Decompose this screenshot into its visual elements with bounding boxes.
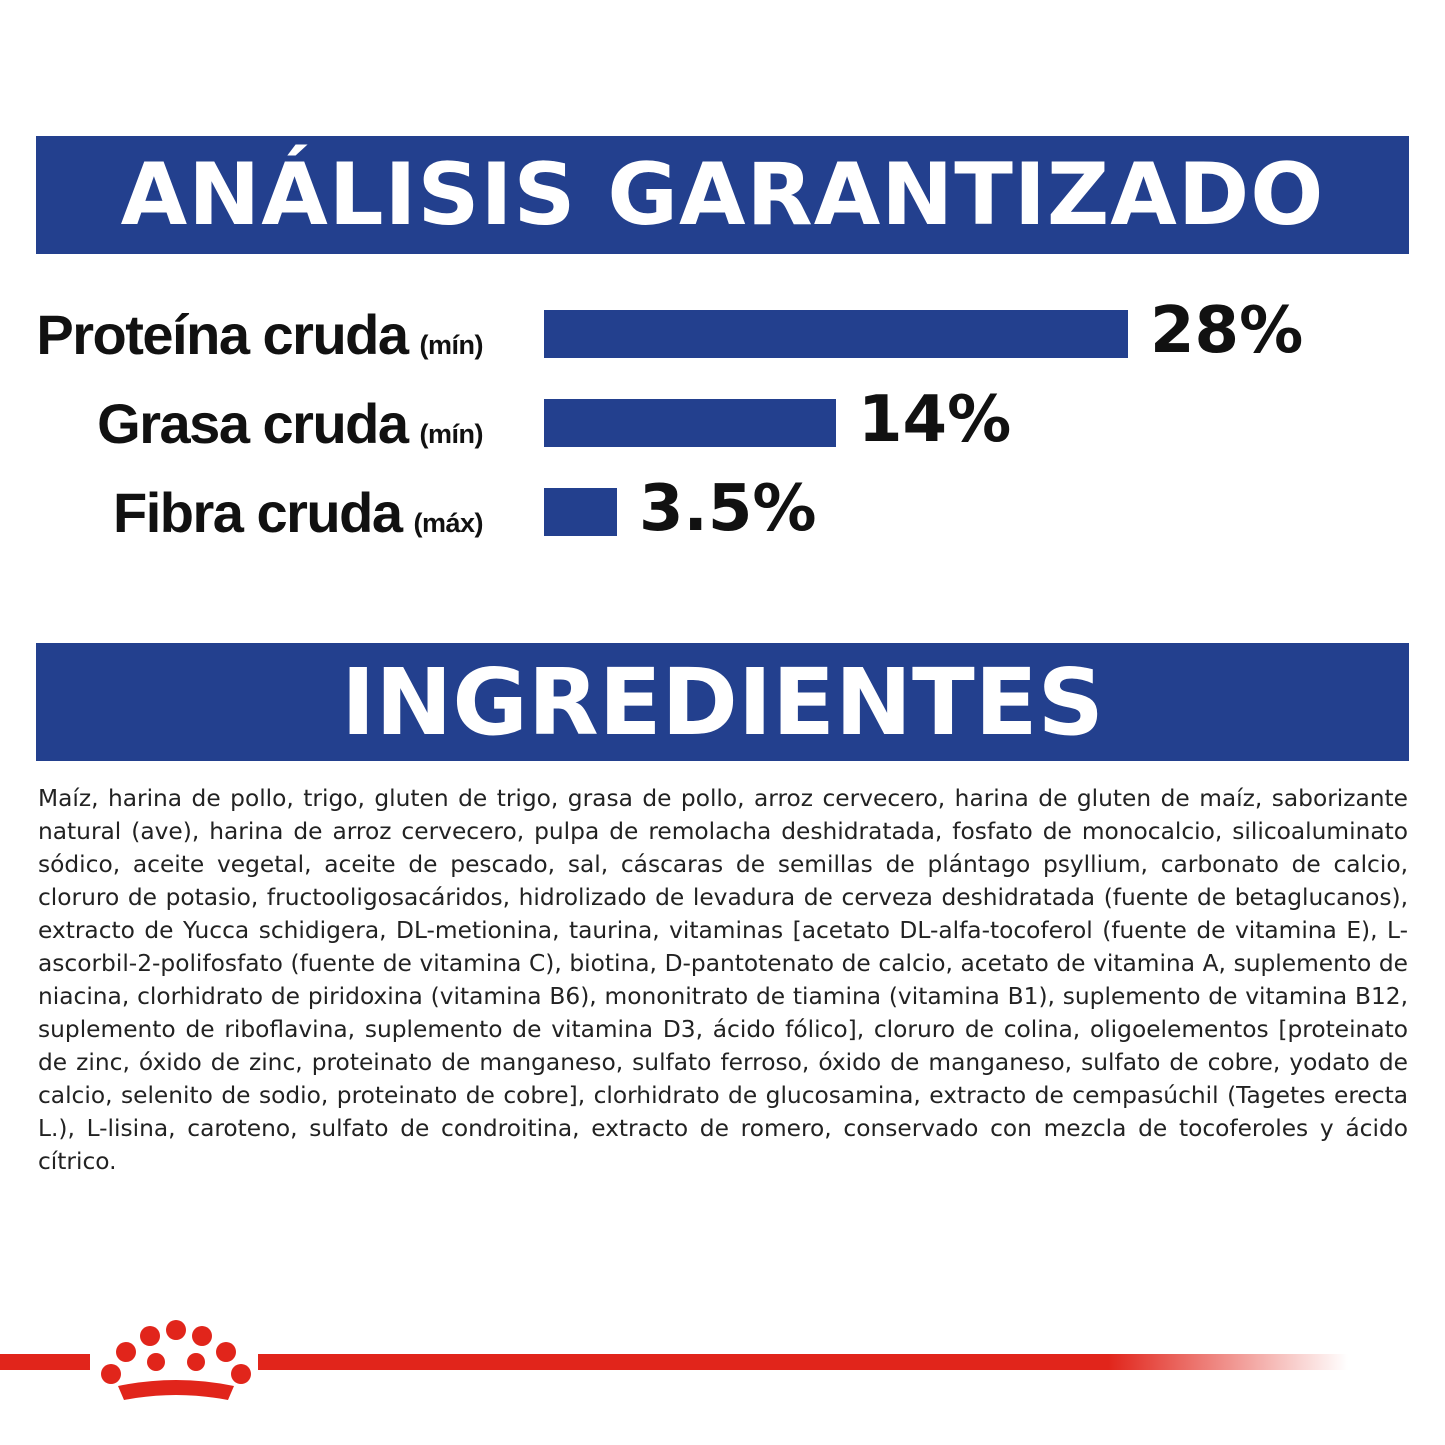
ingredients-banner: INGREDIENTES [36, 643, 1409, 761]
nutrient-qualifier: (máx) [413, 508, 483, 538]
footer-line-left [0, 1354, 90, 1370]
nutrient-label: Proteína cruda (mín) [36, 302, 483, 367]
nutrient-name: Grasa cruda [97, 392, 409, 455]
analysis-banner: ANÁLISIS GARANTIZADO [36, 136, 1409, 254]
nutrient-value: 14% [858, 383, 1012, 457]
analysis-title: ANÁLISIS GARANTIZADO [120, 145, 1325, 245]
nutrient-bar [544, 399, 836, 447]
nutrient-qualifier: (mín) [419, 419, 484, 449]
nutrient-bar [544, 310, 1128, 358]
nutrient-value: 28% [1150, 294, 1304, 368]
ingredients-title: INGREDIENTES [341, 648, 1104, 756]
nutrient-label: Grasa cruda (mín) [97, 391, 483, 456]
nutrient-name: Fibra cruda [113, 481, 403, 544]
brand-footer [0, 1320, 1348, 1400]
footer-line-right [258, 1354, 1348, 1370]
nutrient-label: Fibra cruda (máx) [113, 480, 483, 545]
crown-icon [101, 1320, 251, 1400]
nutrient-bar [544, 488, 617, 536]
nutrient-value: 3.5% [639, 472, 817, 546]
nutrient-name: Proteína cruda [36, 303, 409, 366]
nutrient-qualifier: (mín) [419, 330, 484, 360]
ingredients-list: Maíz, harina de pollo, trigo, gluten de … [38, 785, 1408, 1175]
